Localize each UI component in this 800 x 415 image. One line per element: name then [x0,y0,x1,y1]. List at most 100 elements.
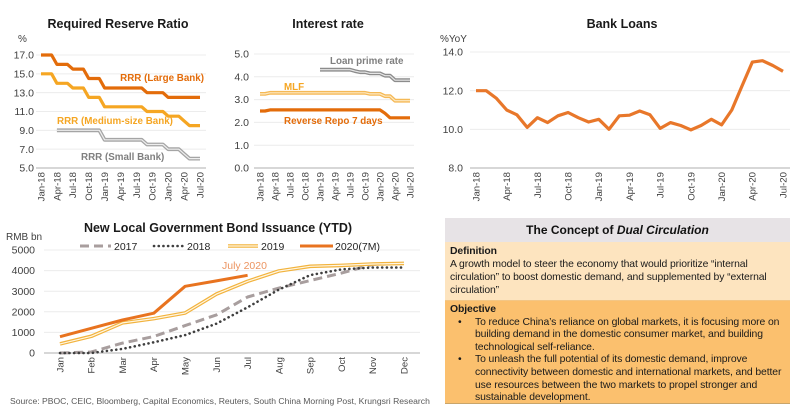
series-label-loan-prime-rate: Loan prime rate [330,56,404,67]
series-label-mlf: MLF [284,82,304,93]
y-tick-label: 5.0 [19,163,34,175]
y-tick-label: 7.0 [19,144,34,156]
y-tick-label: 11.0 [14,106,34,118]
series-lines [476,59,784,132]
annotation-july-2020: July 2020 [222,260,267,272]
y-axis-unit: %YoY [440,34,467,45]
y-tick-label: 0.0 [234,163,249,175]
y-tick-label: 5.0 [234,49,249,61]
objective-list: • To reduce China’s reliance on global m… [450,317,785,405]
panel-title-emphasis: Dual Circulation [616,223,709,237]
series-line-2020-7m [59,273,248,339]
x-tick-label: Jan-19 [315,172,326,201]
series-line-rrr-large-bank [41,53,200,99]
bullet-icon: • [458,354,462,366]
x-tick-label: Jan-19 [100,172,111,201]
rrr-chart: Required Reserve Ratio % 5.0 7.0 9.0 11.0 13… [14,17,207,201]
x-tick-label: Jul-18 [533,172,544,198]
x-tick-label: Apr-20 [390,172,401,201]
x-tick-label: Jul-19 [132,172,143,198]
x-tick-label: Jan-20 [164,172,175,201]
x-tick-label: Jan-18 [471,172,482,201]
y-tick-label: 10.0 [443,124,464,136]
x-tick-label: Jan-18 [255,172,266,201]
series-line-2019 [59,261,405,346]
legend-label: 2019 [261,241,285,253]
x-tick-label: Jan-19 [594,172,605,201]
x-tick-label: Jan [55,357,66,372]
y-tick-label: 13.0 [14,87,35,99]
series-line-mlf-inner [260,92,410,102]
series-line-2018 [58,266,406,355]
series-label-reverse-repo: Reverse Repo 7 days [284,116,383,127]
x-tick-label: Oct-19 [360,172,371,201]
series-line-bank-loans [476,59,784,132]
y-tick-label: 4.0 [234,71,249,83]
definition-text: A growth model to steer the economy that… [450,259,767,296]
definition-section: Definition A growth model to steer the e… [445,242,790,300]
interest-rate-chart: Interest rate 0.0 1.0 2.0 3.0 4.0 5.0 Jan-18 Ap… [234,17,416,201]
series-line-rrr-small-bank-inner [56,129,200,160]
x-tick-label: Jul-18 [285,172,296,198]
x-tick-label: Apr-19 [625,172,636,201]
x-tick-label: Nov [368,357,379,374]
x-tick-label: Jun [212,357,223,372]
x-tick-label: Oct-18 [300,172,311,201]
legend-item-2019: 2019 [228,241,285,253]
x-tick-label: Jan-20 [717,172,728,201]
x-tick-label: Jul-20 [195,172,206,198]
series-label-medium-bank: RRR (Medium-size Bank) [57,116,173,127]
x-tick-label: Sep [306,357,317,374]
gridlines [254,53,414,169]
gridlines [470,51,790,169]
series-label-large-bank: RRR (Large Bank) [120,73,204,84]
objective-section: Objective • To reduce China’s reliance o… [445,300,790,403]
y-tick-label: 14.0 [443,47,464,59]
y-axis-unit: RMB bn [6,232,42,243]
panel-title: The Concept of Dual Circulation [445,218,790,242]
series-lines [58,261,406,355]
x-tick-label: Apr [149,356,160,372]
x-tick-label: Jan-18 [36,172,47,201]
bank-loans-chart: Bank Loans %YoY 8.0 10.0 12.0 14.0 Jan-18 Apr… [440,17,790,201]
x-tick-label: Jul-19 [656,172,667,198]
objective-item-text: To unleash the full potential of its dom… [475,354,782,404]
legend-item-2018: 2018 [152,241,211,253]
chart-title: New Local Government Bond Issuance (YTD) [84,221,352,235]
gridlines [44,249,420,354]
y-tick-label: 1.0 [234,140,249,152]
objective-item: • To unleash the full potential of its d… [450,354,785,404]
y-tick-label: 8.0 [448,163,463,175]
x-tick-label: Jan-20 [375,172,386,201]
definition-heading: Definition [450,246,497,257]
x-tick-label: Jul-20 [405,172,416,198]
x-tick-label: Feb [87,357,98,374]
y-tick-label: 5000 [12,245,36,257]
x-tick-label: Mar [118,356,129,373]
series-line-loan-prime-rate [320,67,410,83]
x-tick-label: Jul-19 [345,172,356,198]
x-tick-label: Apr-18 [502,172,513,201]
series-label-small-bank: RRR (Small Bank) [81,152,164,163]
series-line-loan-prime-rate-inner [320,69,410,81]
x-tick-label: Aug [274,357,285,374]
panel-title-prefix: The Concept of [526,223,617,237]
y-tick-label: 3.0 [234,94,249,106]
rrr-series-labels: RRR (Large Bank) RRR (Medium-size Bank) … [57,73,204,163]
chart-title: Bank Loans [587,17,658,31]
x-tick-label: Dec [399,357,410,374]
series-line-reverse-repo-7-days [260,108,410,120]
y-tick-label: 3000 [12,286,36,298]
y-tick-label: 9.0 [19,125,34,137]
x-tick-label: Apr-18 [270,172,281,201]
legend-item-2017: 2017 [80,241,138,253]
objective-heading: Objective [450,304,496,315]
x-tick-label: Apr-19 [330,172,341,201]
y-tick-label: 0 [29,348,35,360]
x-tick-label: Jul-18 [68,172,79,198]
legend-label: 2017 [114,241,138,253]
series-lines [260,67,410,120]
x-tick-label: Oct-19 [686,172,697,201]
y-tick-label: 2.0 [234,117,249,129]
